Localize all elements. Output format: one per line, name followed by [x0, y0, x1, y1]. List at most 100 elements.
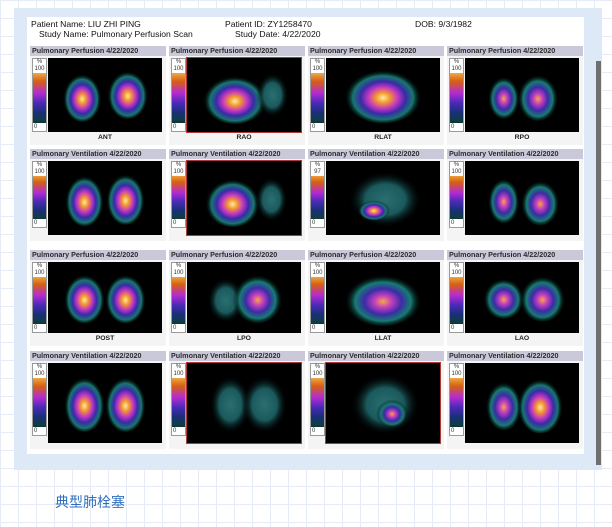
scan-panel-vent-llat[interactable]: Pulmonary Ventilation 4/22/2020 % 100 0	[308, 351, 444, 449]
scale-max: 100	[311, 270, 324, 277]
scan-panel-rao[interactable]: Pulmonary Perfusion 4/22/2020 % 100 0 RA…	[169, 46, 305, 145]
scale-unit: %	[172, 59, 185, 66]
scale-unit: %	[450, 263, 463, 270]
scan-image	[48, 58, 162, 132]
scan-panel-rlat[interactable]: Pulmonary Perfusion 4/22/2020 % 100 0 RL…	[308, 46, 444, 145]
intensity-scale: % 100 0	[449, 363, 464, 436]
panel-title: Pulmonary Ventilation 4/22/2020	[447, 351, 583, 361]
intensity-scale: % 100 0	[310, 58, 325, 132]
scale-max: 100	[33, 66, 46, 73]
scan-image	[326, 58, 440, 132]
intensity-scale: % 97 0	[310, 161, 325, 228]
scale-max: 100	[33, 371, 46, 378]
scan-panel-vent-rao[interactable]: Pulmonary Ventilation 4/22/2020 % 100 0	[169, 149, 305, 241]
scale-unit: %	[172, 364, 185, 371]
scale-min: 0	[311, 219, 324, 227]
scan-panel-vent-ant[interactable]: Pulmonary Ventilation 4/22/2020 % 100 0	[30, 149, 166, 241]
scan-panel-vent-lpo[interactable]: Pulmonary Ventilation 4/22/2020 % 100 0	[169, 351, 305, 449]
scan-image	[326, 161, 440, 235]
scale-unit: %	[33, 263, 46, 270]
scan-image	[187, 262, 301, 333]
view-label: RPO	[514, 134, 530, 141]
panel-title: Pulmonary Perfusion 4/22/2020	[308, 250, 444, 260]
scale-min: 0	[311, 427, 324, 435]
scan-panel-vent-lao[interactable]: Pulmonary Ventilation 4/22/2020 % 100 0	[447, 351, 583, 449]
scale-min: 0	[450, 324, 463, 332]
scale-min: 0	[450, 123, 463, 131]
scale-min: 0	[33, 427, 46, 435]
scan-panel-ant[interactable]: Pulmonary Perfusion 4/22/2020 % 100 0 AN…	[30, 46, 166, 145]
intensity-scale: % 100 0	[171, 363, 186, 436]
scan-panel-post[interactable]: Pulmonary Perfusion 4/22/2020 % 100 0 PO…	[30, 250, 166, 346]
viewer-scrollbar[interactable]	[596, 61, 601, 465]
scan-panel-vent-rlat[interactable]: Pulmonary Ventilation 4/22/2020 % 97 0	[308, 149, 444, 241]
study-date: Study Date: 4/22/2020	[235, 29, 321, 39]
scale-max: 100	[450, 371, 463, 378]
view-label: RAO	[236, 134, 252, 141]
scale-unit: %	[172, 263, 185, 270]
view-label: RLAT	[374, 134, 392, 141]
panel-title: Pulmonary Perfusion 4/22/2020	[308, 46, 444, 56]
panel-title: Pulmonary Perfusion 4/22/2020	[30, 46, 166, 56]
patient-id: Patient ID: ZY1258470	[225, 19, 312, 29]
intensity-scale: % 100 0	[449, 58, 464, 132]
scale-unit: %	[450, 364, 463, 371]
view-label: LPO	[237, 335, 251, 342]
study-name: Study Name: Pulmonary Perfusion Scan	[39, 29, 193, 39]
scale-max: 100	[450, 169, 463, 176]
intensity-scale: % 100 0	[32, 262, 47, 333]
intensity-scale: % 100 0	[171, 161, 186, 228]
scan-panel-llat[interactable]: Pulmonary Perfusion 4/22/2020 % 100 0 LL…	[308, 250, 444, 346]
scale-min: 0	[450, 427, 463, 435]
scale-min: 0	[33, 324, 46, 332]
scan-image	[326, 262, 440, 333]
scale-max: 100	[450, 270, 463, 277]
scan-panel-vent-post[interactable]: Pulmonary Ventilation 4/22/2020 % 100 0	[30, 351, 166, 449]
date-of-birth: DOB: 9/3/1982	[415, 19, 472, 29]
scale-unit: %	[33, 364, 46, 371]
scale-max: 100	[172, 270, 185, 277]
scan-viewer: Patient Name: LIU ZHI PING Patient ID: Z…	[27, 17, 601, 465]
scale-min: 0	[33, 219, 46, 227]
scan-panel-lpo[interactable]: Pulmonary Perfusion 4/22/2020 % 100 0 LP…	[169, 250, 305, 346]
scan-panel-rpo[interactable]: Pulmonary Perfusion 4/22/2020 % 100 0 RP…	[447, 46, 583, 145]
panel-title: Pulmonary Perfusion 4/22/2020	[169, 46, 305, 56]
scale-min: 0	[311, 123, 324, 131]
scan-panel-vent-rpo[interactable]: Pulmonary Ventilation 4/22/2020 % 100 0	[447, 149, 583, 241]
scan-image	[48, 161, 162, 235]
panel-title: Pulmonary Ventilation 4/22/2020	[30, 351, 166, 361]
scan-image	[48, 262, 162, 333]
scale-unit: %	[311, 162, 324, 169]
intensity-scale: % 100 0	[310, 262, 325, 333]
scale-max: 100	[450, 66, 463, 73]
patient-name: Patient Name: LIU ZHI PING	[31, 19, 141, 29]
panel-title: Pulmonary Perfusion 4/22/2020	[447, 250, 583, 260]
intensity-scale: % 100 0	[171, 58, 186, 132]
caption: 典型肺栓塞	[55, 495, 125, 511]
panel-title: Pulmonary Perfusion 4/22/2020	[30, 250, 166, 260]
view-label: LLAT	[374, 335, 392, 342]
scan-image	[187, 58, 301, 132]
scale-min: 0	[172, 123, 185, 131]
panel-title: Pulmonary Ventilation 4/22/2020	[169, 351, 305, 361]
scale-max: 100	[311, 371, 324, 378]
intensity-scale: % 100 0	[32, 363, 47, 436]
scan-image	[187, 363, 301, 443]
view-label: ANT	[98, 134, 112, 141]
intensity-scale: % 100 0	[171, 262, 186, 333]
scan-image	[48, 363, 162, 443]
scan-image	[465, 363, 579, 443]
panel-title: Pulmonary Ventilation 4/22/2020	[30, 149, 166, 159]
panel-title: Pulmonary Ventilation 4/22/2020	[308, 351, 444, 361]
scan-panel-lao[interactable]: Pulmonary Perfusion 4/22/2020 % 100 0 LA…	[447, 250, 583, 346]
scale-unit: %	[33, 162, 46, 169]
panel-title: Pulmonary Ventilation 4/22/2020	[169, 149, 305, 159]
scale-unit: %	[450, 59, 463, 66]
scale-min: 0	[311, 324, 324, 332]
panel-title: Pulmonary Perfusion 4/22/2020	[169, 250, 305, 260]
view-label: POST	[95, 335, 115, 342]
scale-unit: %	[311, 59, 324, 66]
scan-image	[187, 161, 301, 235]
intensity-scale: % 100 0	[449, 161, 464, 228]
scale-max: 100	[172, 66, 185, 73]
